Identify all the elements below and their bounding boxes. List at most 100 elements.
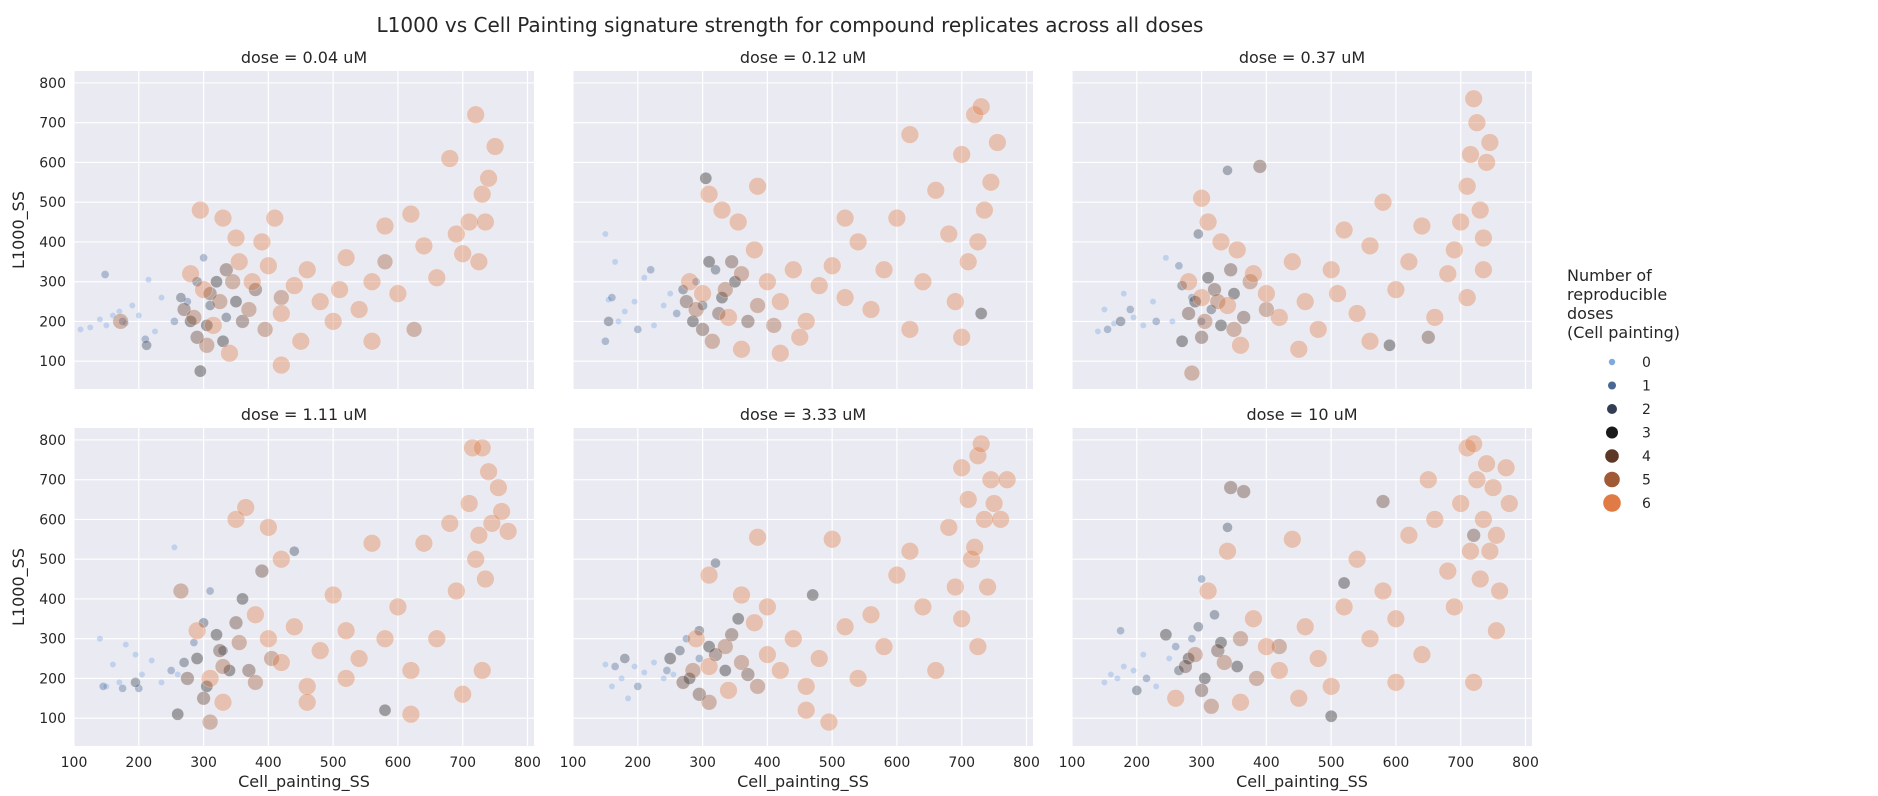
data-point — [1228, 240, 1247, 259]
data-point — [988, 133, 1007, 152]
data-point — [624, 694, 632, 702]
y-tick-label: 100 — [39, 354, 66, 370]
data-point — [900, 542, 920, 561]
y-tick-label: 300 — [39, 632, 66, 648]
data-point — [205, 586, 215, 596]
data-point — [962, 550, 981, 569]
data-point — [975, 510, 994, 529]
data-point — [1467, 113, 1486, 132]
data-point — [272, 356, 291, 375]
data-point — [122, 319, 130, 327]
data-point — [1248, 670, 1265, 687]
data-point — [221, 312, 232, 323]
data-point — [337, 248, 356, 267]
data-point — [711, 306, 726, 321]
data-point — [666, 290, 674, 298]
data-point — [694, 654, 704, 663]
data-point — [204, 300, 216, 311]
data-point — [482, 514, 502, 533]
data-point — [401, 661, 421, 680]
data-point — [102, 682, 110, 690]
data-point — [476, 212, 495, 232]
data-point — [1451, 494, 1470, 513]
data-point — [1218, 296, 1237, 315]
data-point — [1110, 319, 1118, 327]
data-point — [298, 260, 317, 279]
data-point — [975, 201, 994, 220]
data-point — [254, 563, 269, 579]
data-point — [178, 657, 190, 668]
data-point — [440, 149, 459, 168]
y-tick-label: 600 — [39, 155, 66, 171]
data-point — [693, 625, 705, 637]
data-point — [680, 272, 699, 291]
data-point — [1232, 630, 1249, 647]
data-point — [712, 201, 732, 220]
data-point — [610, 662, 620, 671]
data-point — [660, 301, 668, 309]
x-axis-label: Cell_painting_SS — [1236, 772, 1368, 792]
data-point — [1383, 338, 1396, 352]
data-point — [453, 685, 472, 704]
data-point — [608, 682, 616, 690]
data-point — [285, 276, 304, 295]
legend-title: (Cell painting) — [1567, 323, 1680, 342]
data-point — [748, 177, 767, 196]
data-point — [247, 674, 264, 691]
data-point — [1149, 298, 1157, 306]
data-point — [702, 640, 716, 653]
data-point — [1120, 662, 1128, 670]
data-point — [679, 294, 694, 309]
data-point — [1412, 645, 1431, 664]
data-point — [1244, 609, 1263, 628]
data-point — [1225, 321, 1243, 338]
data-point — [1296, 617, 1315, 636]
data-point — [1496, 458, 1516, 477]
data-point — [1477, 454, 1496, 473]
data-point — [174, 670, 182, 678]
data-point — [669, 670, 677, 678]
data-point — [1483, 478, 1503, 497]
facet-panel: dose = 10 uM 100 200 300 400 500 600 700 800 Cell… — [1059, 405, 1539, 792]
data-point — [674, 645, 686, 656]
data-point — [219, 262, 234, 277]
data-point — [1257, 284, 1276, 303]
data-point — [1182, 652, 1195, 665]
points-layer — [1100, 434, 1519, 723]
data-point — [1209, 609, 1220, 621]
data-point — [229, 295, 243, 308]
facet-grid: dose = 0.04 uM 100 200 300 400 500 600 700 800 L1… — [9, 48, 1539, 792]
data-point — [204, 316, 223, 335]
x-tick-label: 300 — [689, 755, 716, 771]
data-point — [1168, 317, 1176, 325]
data-point — [324, 312, 343, 331]
data-point — [1100, 305, 1108, 313]
data-point — [1209, 293, 1226, 310]
data-point — [362, 332, 382, 351]
data-point — [1458, 177, 1477, 196]
data-point — [1139, 321, 1147, 329]
data-point — [699, 657, 719, 676]
data-point — [633, 325, 643, 334]
panel-title: dose = 0.12 uM — [740, 48, 866, 67]
data-point — [1103, 325, 1112, 334]
legend-label: 0 — [1642, 355, 1651, 371]
data-point — [732, 340, 751, 359]
data-point — [1347, 304, 1367, 323]
data-point — [997, 470, 1017, 489]
data-point — [1271, 638, 1288, 655]
facet-panel: dose = 0.04 uM 100 200 300 400 500 600 700 800 L1… — [9, 48, 534, 389]
data-point — [683, 672, 696, 685]
data-point — [630, 662, 638, 670]
data-point — [765, 317, 782, 334]
data-point — [819, 712, 839, 732]
data-point — [223, 664, 236, 677]
data-point — [946, 292, 965, 311]
data-point — [158, 678, 166, 686]
x-tick-label: 500 — [1318, 755, 1345, 771]
data-point — [183, 297, 192, 306]
data-point — [132, 651, 140, 659]
data-point — [1445, 597, 1464, 617]
data-point — [717, 638, 734, 655]
data-point — [77, 325, 85, 333]
